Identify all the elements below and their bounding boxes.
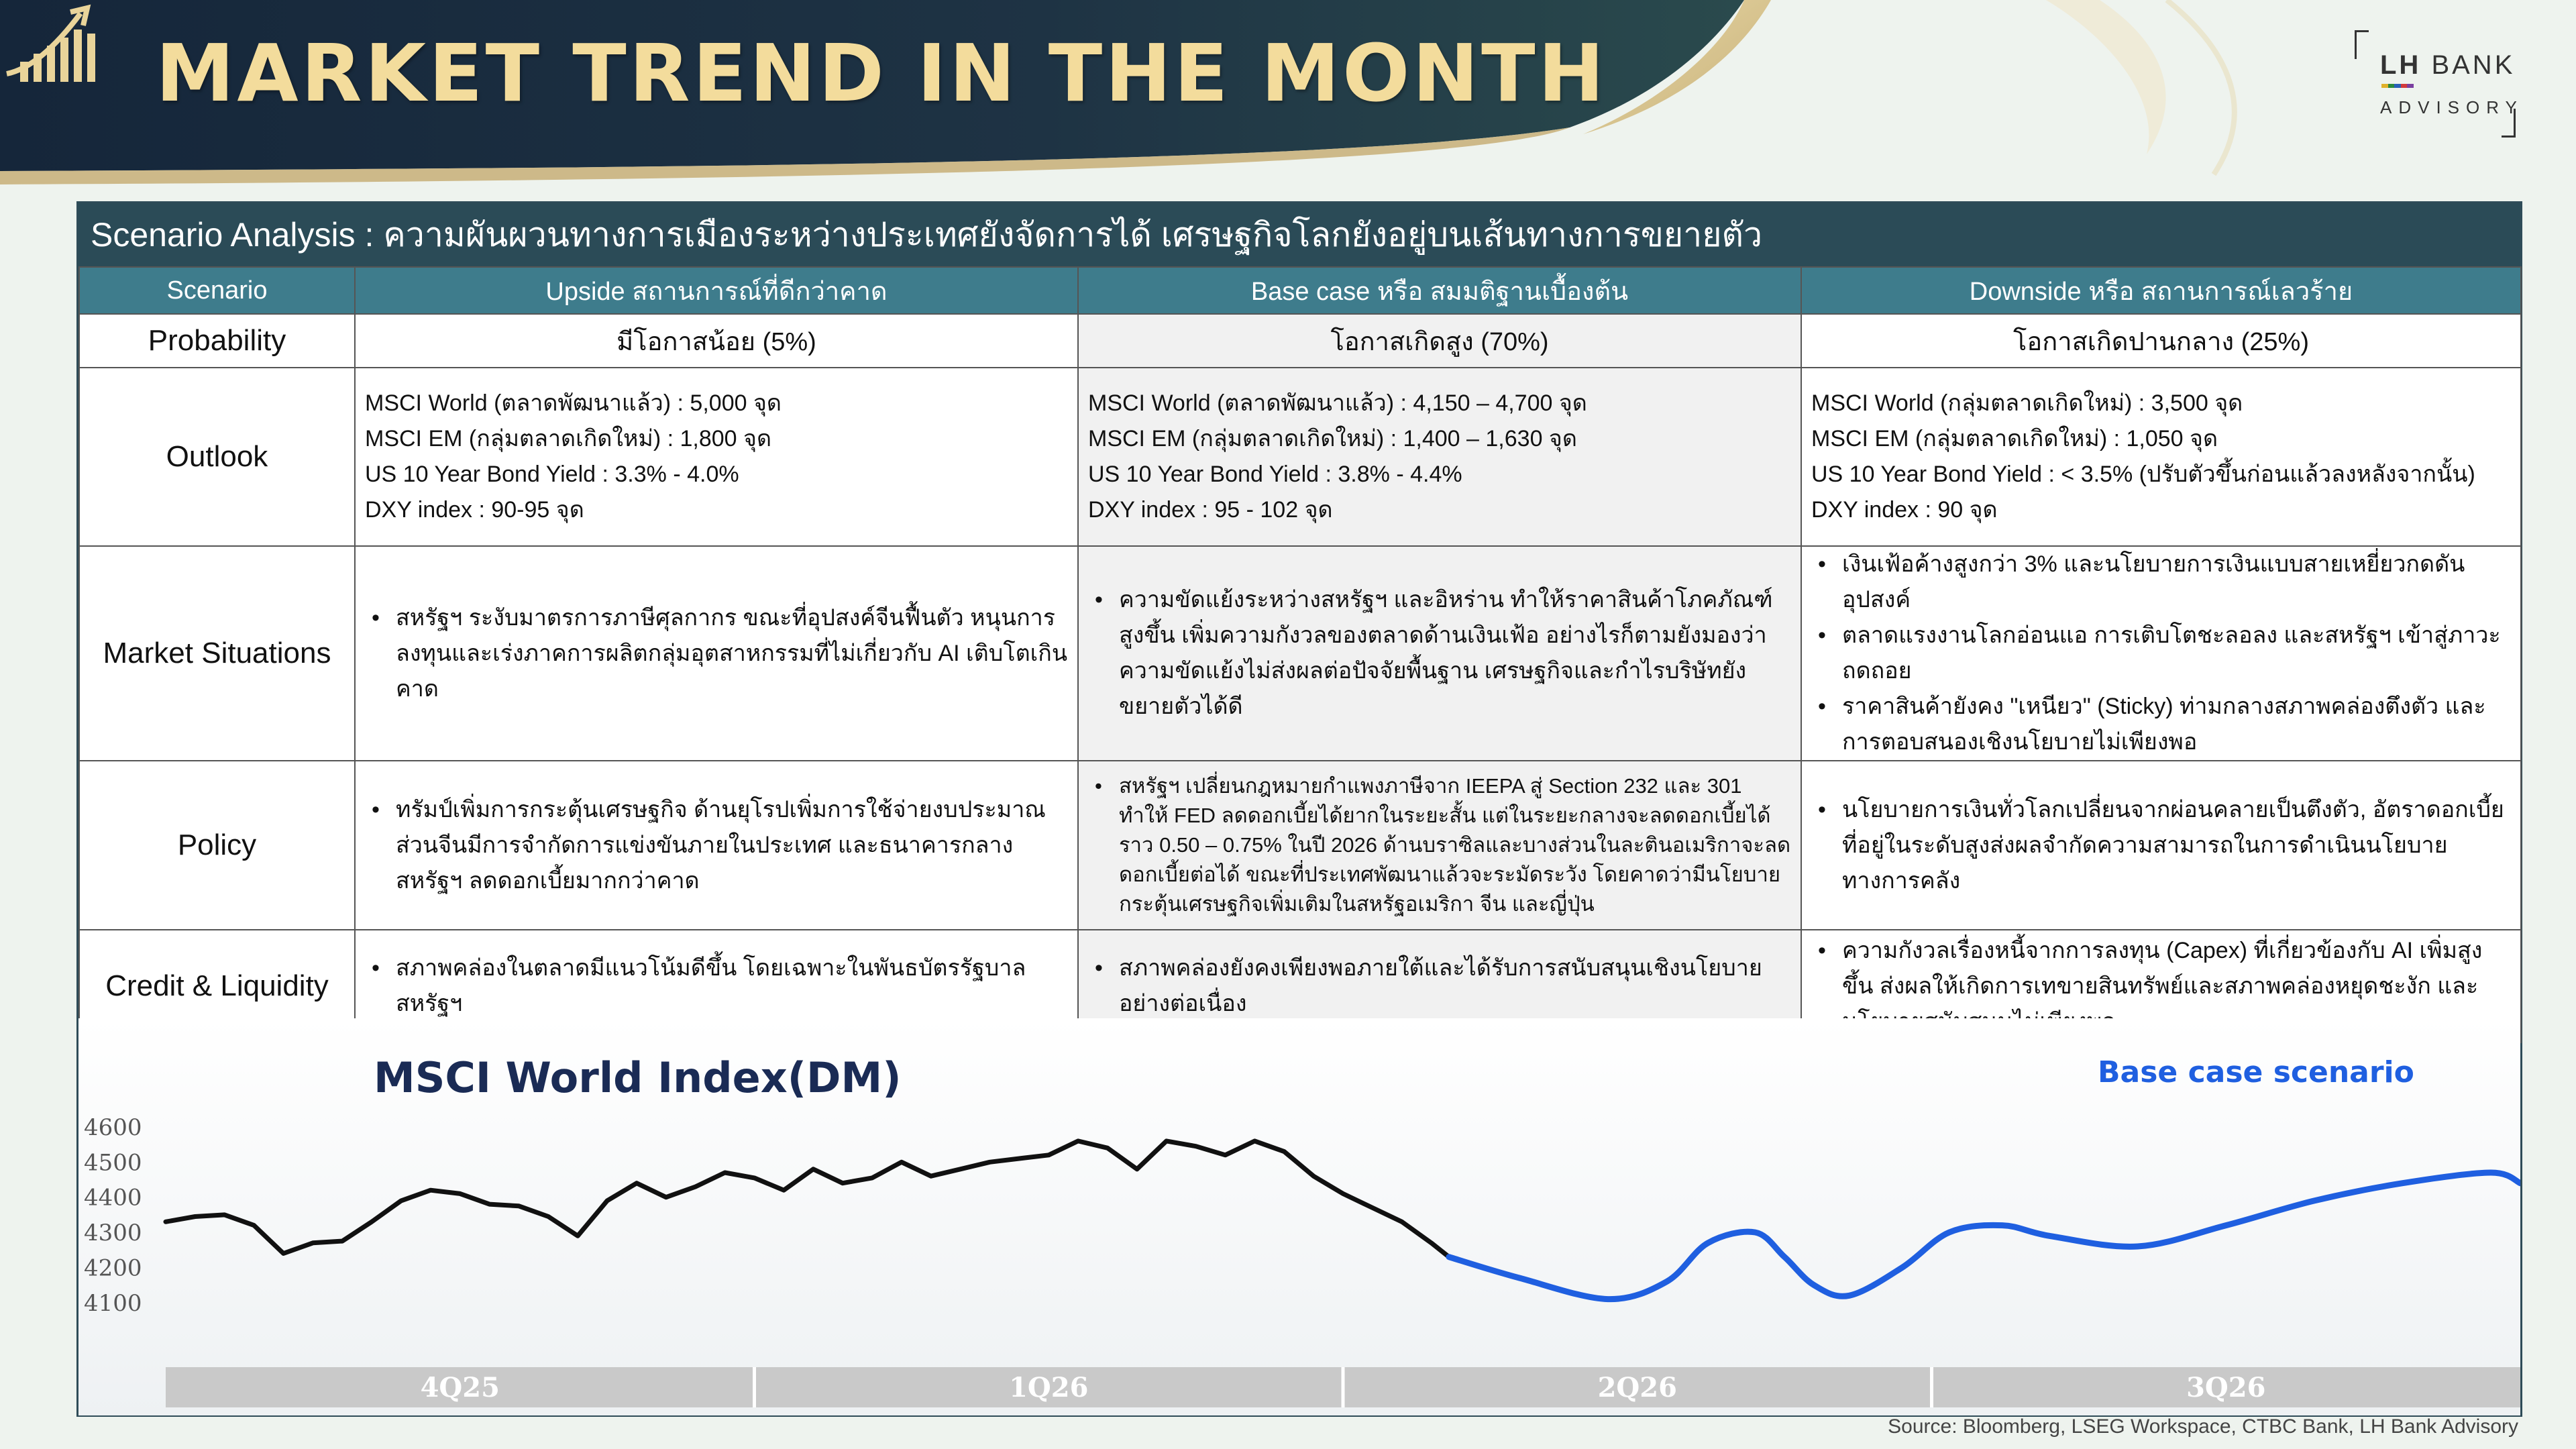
y-tick-label: 4400 — [84, 1185, 142, 1212]
probability-downside: โอกาสเกิดปานกลาง (25%) — [1801, 313, 2522, 368]
outlook-line: DXY index : 95 - 102 จุด — [1088, 497, 1333, 523]
scenario-table: Scenario Upside สถานการณ์ที่ดีกว่าคาด Ba… — [78, 266, 2522, 1043]
outlook-line: DXY index : 90-95 จุด — [365, 497, 584, 523]
col-header-base: Base case หรือ สมมติฐานเบื้องต้น — [1077, 266, 1802, 315]
msci-world-chart: MSCI World Index(DM) Base case scenario … — [78, 1018, 2520, 1415]
policy-upside: ทรัมป์เพิ่มการกระตุ้นเศรษฐกิจ ด้านยุโรปเ… — [354, 760, 1079, 930]
outlook-line: MSCI EM (กลุ่มตลาดเกิดใหม่) : 1,800 จุด — [365, 426, 772, 451]
probability-upside: มีโอกาสน้อย (5%) — [354, 313, 1079, 368]
x-tick-label: 4Q25 — [421, 1372, 500, 1403]
col-header-scenario: Scenario — [78, 266, 356, 315]
page-title: MARKET TREND IN THE MONTH — [156, 27, 1607, 119]
bullet-item: สหรัฐฯ ระงับมาตรการภาษีศุลกากร ขณะที่อุป… — [365, 600, 1068, 707]
row-probability: Probability มีโอกาสน้อย (5%) โอกาสเกิดสู… — [78, 313, 2522, 368]
chart-annotation: Base case scenario — [2098, 1055, 2414, 1089]
outlook-line: MSCI EM (กลุ่มตลาดเกิดใหม่) : 1,050 จุด — [1811, 426, 2218, 451]
y-tick-label: 4500 — [84, 1149, 142, 1176]
row-label-probability: Probability — [78, 313, 356, 368]
header-banner: MARKET TREND IN THE MONTH LH BANK ADVISO… — [0, 0, 2576, 195]
brand-stripes — [2381, 84, 2414, 88]
x-tick-label: 1Q26 — [1009, 1372, 1088, 1403]
outlook-line: US 10 Year Bond Yield : 3.3% - 4.0% — [365, 462, 739, 487]
brand-corner-bottom — [2502, 109, 2516, 138]
bullet-item: นโยบายการเงินทั่วโลกเปลี่ยนจากผ่อนคลายเป… — [1811, 792, 2511, 899]
base-case-series-line — [1446, 1169, 2520, 1303]
policy-downside: นโยบายการเงินทั่วโลกเปลี่ยนจากผ่อนคลายเป… — [1801, 760, 2522, 930]
x-tick-label: 2Q26 — [1598, 1372, 1677, 1403]
market-downside: เงินเฟ้อค้างสูงกว่า 3% และนโยบายการเงินแ… — [1801, 545, 2522, 761]
outlook-line: MSCI World (ตลาดพัฒนาแล้ว) : 4,150 – 4,7… — [1088, 390, 1587, 416]
bullet-item: สภาพคล่องในตลาดมีแนวโน้มดีขึ้น โดยเฉพาะใ… — [365, 951, 1068, 1022]
probability-base: โอกาสเกิดสูง (70%) — [1077, 313, 1802, 368]
outlook-upside: MSCI World (ตลาดพัฒนาแล้ว) : 5,000 จุด M… — [354, 367, 1079, 547]
scenario-title: Scenario Analysis : ความผันผวนทางการเมือ… — [78, 203, 2520, 266]
x-axis-band: 4Q25 1Q26 2Q26 3Q26 — [166, 1367, 2520, 1407]
outlook-line: DXY index : 90 จุด — [1811, 497, 1998, 523]
row-label-outlook: Outlook — [78, 367, 356, 547]
row-label-market: Market Situations — [78, 545, 356, 761]
bullet-item: สภาพคล่องยังคงเพียงพอภายใต้และได้รับการส… — [1088, 951, 1791, 1022]
chart-series — [163, 1138, 2520, 1303]
bullet-item: ทรัมป์เพิ่มการกระตุ้นเศรษฐกิจ ด้านยุโรปเ… — [365, 792, 1068, 899]
outlook-line: MSCI World (ตลาดพัฒนาแล้ว) : 5,000 จุด — [365, 390, 782, 416]
chart-title: MSCI World Index(DM) — [374, 1053, 902, 1102]
bullet-item: ราคาสินค้ายังคง "เหนียว" (Sticky) ท่ามกล… — [1811, 689, 2511, 760]
outlook-base: MSCI World (ตลาดพัฒนาแล้ว) : 4,150 – 4,7… — [1077, 367, 1802, 547]
bullet-item: ความขัดแย้งระหว่างสหรัฐฯ และอิหร่าน ทำให… — [1088, 582, 1791, 724]
trend-chart-icon — [6, 4, 95, 82]
col-header-downside: Downside หรือ สถานการณ์เลวร้าย — [1801, 266, 2522, 315]
chart-background — [78, 1018, 2520, 1415]
policy-base: สหรัฐฯ เปลี่ยนกฎหมายกำแพงภาษีจาก IEEPA ส… — [1077, 760, 1802, 930]
x-tick-label: 3Q26 — [2186, 1372, 2265, 1403]
col-header-upside: Upside สถานการณ์ที่ดีกว่าคาด — [354, 266, 1079, 315]
source-note: Source: Bloomberg, LSEG Workspace, CTBC … — [1888, 1415, 2518, 1438]
market-upside: สหรัฐฯ ระงับมาตรการภาษีศุลกากร ขณะที่อุป… — [354, 545, 1079, 761]
outlook-line: MSCI World (กลุ่มตลาดเกิดใหม่) : 3,500 จ… — [1811, 390, 2243, 416]
outlook-downside: MSCI World (กลุ่มตลาดเกิดใหม่) : 3,500 จ… — [1801, 367, 2522, 547]
y-tick-label: 4300 — [84, 1220, 142, 1246]
outlook-line: US 10 Year Bond Yield : 3.8% - 4.4% — [1088, 462, 1462, 487]
row-label-policy: Policy — [78, 760, 356, 930]
header-background — [0, 0, 2237, 184]
y-tick-label: 4600 — [84, 1114, 142, 1141]
y-tick-label: 4100 — [84, 1290, 142, 1317]
market-base: ความขัดแย้งระหว่างสหรัฐฯ และอิหร่าน ทำให… — [1077, 545, 1802, 761]
row-outlook: Outlook MSCI World (ตลาดพัฒนาแล้ว) : 5,0… — [78, 367, 2522, 547]
historical-series-line — [163, 1138, 1452, 1260]
row-market-situations: Market Situations สหรัฐฯ ระงับมาตรการภาษ… — [78, 545, 2522, 761]
brand-subtitle: ADVISORY — [2380, 97, 2524, 117]
outlook-line: MSCI EM (กลุ่มตลาดเกิดใหม่) : 1,400 – 1,… — [1088, 426, 1577, 451]
row-policy: Policy ทรัมป์เพิ่มการกระตุ้นเศรษฐกิจ ด้า… — [78, 760, 2522, 930]
bullet-item: ตลาดแรงงานโลกอ่อนแอ การเติบโตชะลอลง และส… — [1811, 618, 2511, 689]
bullet-item: สหรัฐฯ เปลี่ยนกฎหมายกำแพงภาษีจาก IEEPA ส… — [1088, 771, 1791, 919]
y-axis-ticks: 4600 4500 4400 4300 4200 4100 — [84, 1114, 142, 1317]
brand-logo: LH BANK ADVISORY — [2355, 30, 2517, 138]
outlook-line: US 10 Year Bond Yield : < 3.5% (ปรับตัวข… — [1811, 462, 2475, 487]
bullet-item: เงินเฟ้อค้างสูงกว่า 3% และนโยบายการเงินแ… — [1811, 547, 2511, 618]
table-header-row: Scenario Upside สถานการณ์ที่ดีกว่าคาด Ba… — [78, 266, 2522, 315]
brand-name: LH BANK — [2380, 50, 2515, 80]
y-tick-label: 4200 — [84, 1254, 142, 1281]
brand-name-bold: LH — [2380, 50, 2422, 80]
brand-name-rest: BANK — [2421, 50, 2516, 80]
brand-corner-top — [2355, 30, 2369, 59]
